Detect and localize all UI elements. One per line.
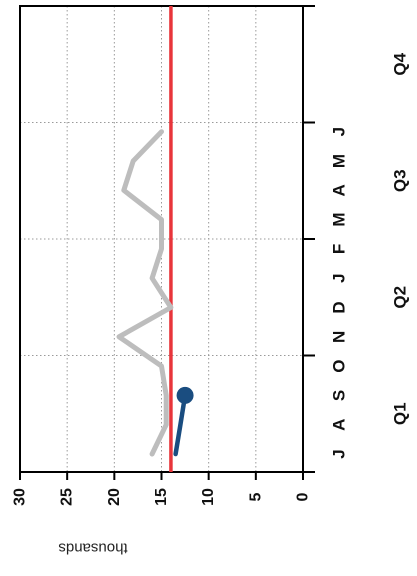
- month-label: A: [330, 184, 349, 196]
- value-tick-label: 5: [247, 492, 264, 501]
- label-layer: J A S O N D J F M A M J Q1 Q2 Q3 Q4 0 5 10 15 20 25 30 thousand…: [12, 52, 410, 556]
- month-label: N: [330, 331, 349, 343]
- month-label: J: [330, 449, 349, 458]
- value-tick-label: 25: [59, 488, 76, 506]
- value-tick-label: 10: [200, 488, 217, 506]
- quarter-label: Q1: [391, 402, 410, 425]
- quarter-label: Q3: [391, 169, 410, 192]
- month-label: M: [330, 154, 349, 168]
- value-axis-title: thousands: [58, 540, 127, 557]
- value-tick-label: 0: [295, 492, 312, 501]
- month-label: J: [330, 127, 349, 136]
- series-line: [119, 132, 171, 454]
- month-label: D: [330, 301, 349, 313]
- value-tick-label: 20: [106, 488, 123, 506]
- month-label: J: [330, 273, 349, 282]
- month-label: O: [330, 359, 349, 372]
- value-tick-label: 30: [12, 488, 29, 506]
- month-label: S: [330, 390, 349, 401]
- value-tick-label: 15: [153, 488, 170, 506]
- series-end-marker: [177, 387, 194, 404]
- series-line: [176, 395, 186, 454]
- quarter-label: Q2: [391, 286, 410, 309]
- month-label: F: [330, 244, 349, 254]
- month-label: A: [330, 419, 349, 431]
- month-label: M: [330, 213, 349, 227]
- quarter-label: Q4: [391, 52, 410, 75]
